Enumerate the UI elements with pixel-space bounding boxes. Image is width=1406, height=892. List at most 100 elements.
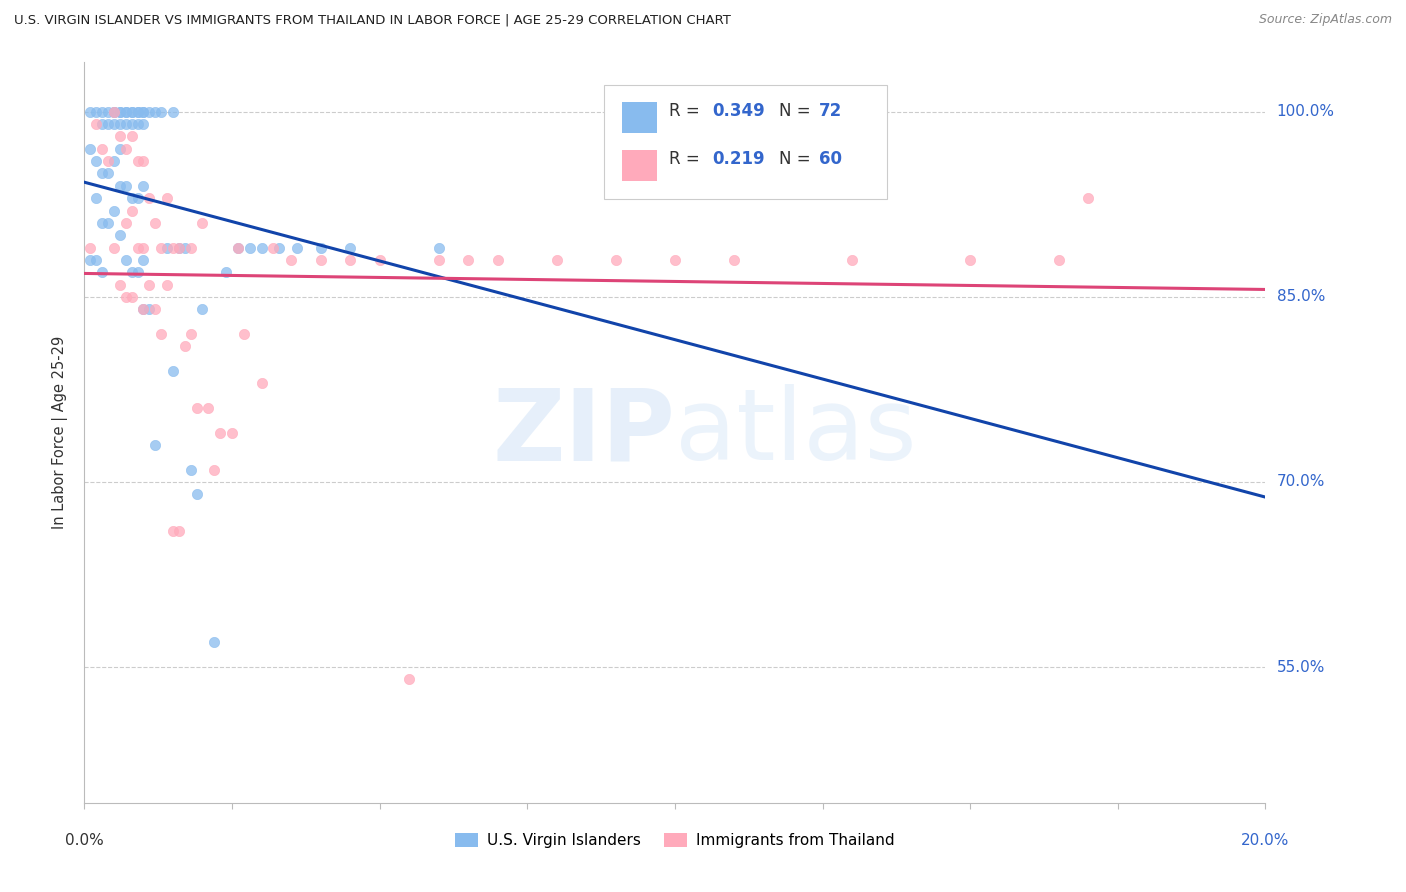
Point [108,104,131,119]
Point [250,376,273,391]
Point [97,167,120,181]
Point [79,252,101,267]
Point [103,203,125,218]
Text: 70.0%: 70.0% [1277,475,1324,490]
Point [162,364,184,378]
Text: 100.0%: 100.0% [1277,104,1334,120]
Point [191,216,214,230]
Point [108,129,131,144]
Point [103,104,125,119]
Point [91,265,114,279]
Point [97,216,120,230]
Point [180,326,202,341]
Point [202,635,225,649]
Point [91,104,114,119]
Point [209,425,232,440]
Text: 0.0%: 0.0% [65,833,104,848]
Point [156,277,179,292]
Point [427,252,450,267]
Point [132,154,155,169]
Point [232,326,254,341]
Point [309,252,332,267]
Point [103,154,125,169]
Point [127,240,149,255]
Text: 20.0%: 20.0% [1241,833,1289,848]
Point [91,216,114,230]
Point [959,252,981,267]
Point [114,290,136,304]
Text: ZIP: ZIP [492,384,675,481]
Point [127,117,149,131]
Text: 72: 72 [818,102,842,120]
Point [114,252,136,267]
Text: atlas: atlas [675,384,917,481]
Text: 0.349: 0.349 [713,102,765,120]
Point [546,252,568,267]
Point [143,438,166,452]
Point [103,104,125,119]
Point [180,463,202,477]
Point [108,104,131,119]
Point [215,265,238,279]
Point [121,203,143,218]
Point [156,240,179,255]
Point [127,154,149,169]
Point [114,142,136,156]
Point [150,326,173,341]
Point [108,117,131,131]
Text: N =: N = [779,102,815,120]
Point [1047,252,1070,267]
Point [132,252,155,267]
Point [84,252,107,267]
Point [280,252,302,267]
Point [143,104,166,119]
Point [114,178,136,193]
FancyBboxPatch shape [621,150,657,181]
Point [339,252,361,267]
Point [84,104,107,119]
Legend: U.S. Virgin Islanders, Immigrants from Thailand: U.S. Virgin Islanders, Immigrants from T… [449,827,901,855]
Point [79,104,101,119]
Point [132,302,155,317]
Text: U.S. VIRGIN ISLANDER VS IMMIGRANTS FROM THAILAND IN LABOR FORCE | AGE 25-29 CORR: U.S. VIRGIN ISLANDER VS IMMIGRANTS FROM … [14,13,731,27]
Point [605,104,627,119]
Point [221,425,243,440]
Point [427,240,450,255]
Point [97,154,120,169]
Point [132,104,155,119]
Point [79,142,101,156]
Point [841,252,863,267]
Text: 60: 60 [818,150,842,168]
Point [138,277,160,292]
Point [91,142,114,156]
Point [202,463,225,477]
Point [156,191,179,205]
Point [114,104,136,119]
Point [180,240,202,255]
FancyBboxPatch shape [621,102,657,133]
Point [486,252,509,267]
Point [121,191,143,205]
Point [167,524,190,539]
Point [138,104,160,119]
Point [84,117,107,131]
Point [1077,191,1099,205]
Point [132,240,155,255]
Point [368,252,391,267]
Point [339,240,361,255]
Text: N =: N = [779,150,815,168]
Point [162,524,184,539]
Point [127,191,149,205]
Point [132,117,155,131]
Point [114,104,136,119]
Point [127,104,149,119]
Point [197,401,219,415]
Point [91,117,114,131]
Point [121,129,143,144]
Point [121,104,143,119]
Point [103,117,125,131]
FancyBboxPatch shape [605,85,887,200]
Point [108,228,131,243]
Point [186,401,208,415]
Point [91,167,114,181]
